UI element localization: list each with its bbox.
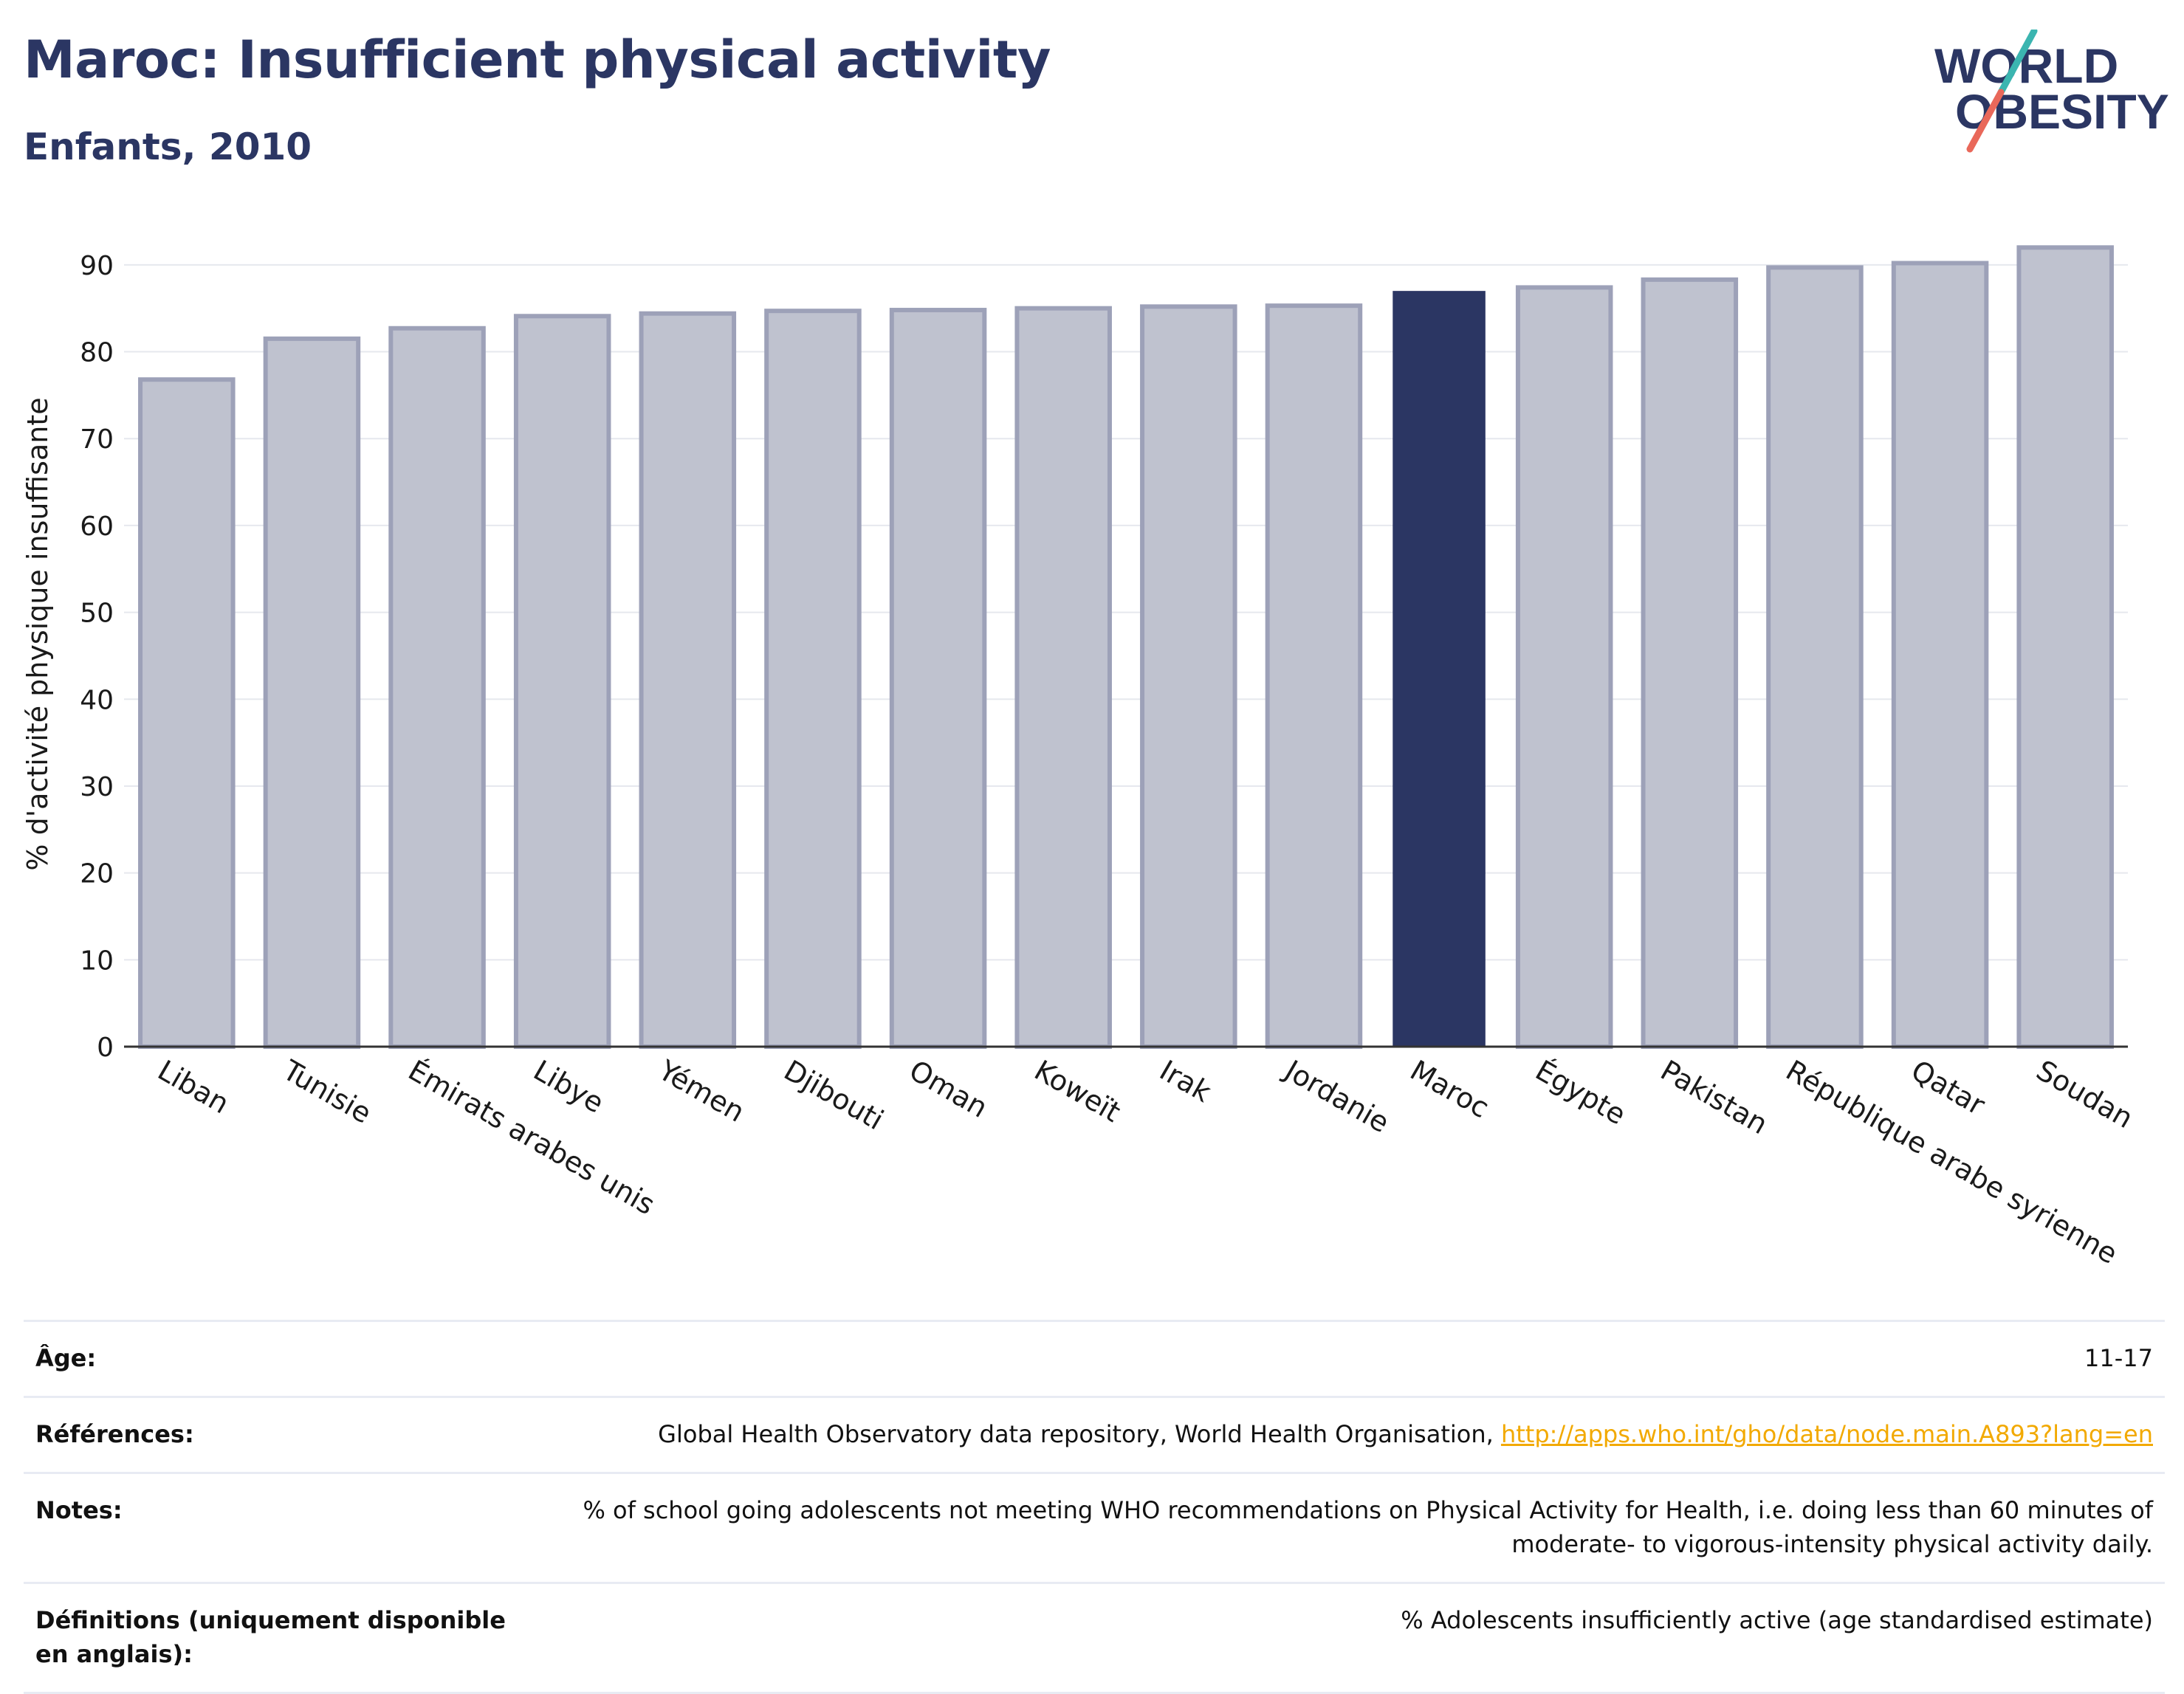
chart-title: Maroc: Insufficient physical activity [24, 30, 1051, 90]
info-row-notes: Notes: % of school going adolescents not… [24, 1472, 2165, 1582]
x-tick-label: Qatar [1906, 1054, 1991, 1122]
y-tick-label: 30 [80, 772, 114, 802]
y-tick-label: 80 [80, 338, 114, 368]
info-value: 11-17 [2084, 1344, 2153, 1372]
info-value: % Adolescents insufficiently active (age… [1401, 1606, 2153, 1634]
x-tick-label: Pakistan [1655, 1054, 1773, 1141]
y-tick-label: 60 [80, 512, 114, 542]
info-table: Âge: 11-17 Références: Global Health Obs… [24, 1320, 2165, 1694]
x-tick-label: Égypte [1530, 1054, 1631, 1132]
logo-slash-teal [1997, 27, 2038, 96]
x-tick-label: Tunisie [277, 1053, 377, 1130]
info-row-age: Âge: 11-17 [24, 1320, 2165, 1396]
bar-pakistan [1641, 277, 1739, 1050]
y-tick-label: 70 [80, 424, 114, 455]
reference-link[interactable]: http://apps.who.int/gho/data/node.main.A… [1500, 1420, 2153, 1448]
reference-text: Global Health Observatory data repositor… [658, 1420, 1501, 1448]
bar-émirats-arabes-unis [388, 326, 486, 1049]
info-label: Références: [35, 1420, 194, 1448]
y-tick-label: 10 [80, 946, 114, 976]
bar-liban [138, 377, 236, 1050]
x-tick-label: Jordanie [1278, 1053, 1395, 1140]
x-tick-label: Oman [904, 1054, 993, 1124]
info-label: Définitions (uniquement disponible en an… [35, 1606, 506, 1668]
info-value: Global Health Observatory data repositor… [538, 1417, 2153, 1451]
bar-yémen [639, 311, 737, 1050]
chart-subtitle: Enfants, 2010 [24, 125, 312, 168]
bar-maroc [1393, 291, 1486, 1047]
y-tick-label: 0 [97, 1033, 114, 1063]
x-tick-label: Maroc [1405, 1054, 1495, 1125]
x-tick-label: Soudan [2031, 1054, 2139, 1135]
bar-tunisie [263, 336, 361, 1050]
world-obesity-logo: WORLD OBESITY [1920, 27, 2171, 162]
logo-slash-red [1966, 89, 2005, 153]
bar-koweït [1014, 306, 1112, 1049]
x-tick-label: Yémen [653, 1053, 750, 1129]
y-tick-label: 50 [80, 599, 114, 629]
y-axis-title: % d'activité physique insuffisante [21, 397, 54, 870]
bar-irak [1140, 304, 1237, 1050]
bar-égypte [1515, 285, 1613, 1050]
y-tick-labels: 0 10 20 30 40 50 60 70 80 90 [80, 251, 114, 1063]
bars [138, 245, 2114, 1050]
bar-djibouti [764, 309, 862, 1050]
info-label: Notes: [35, 1496, 123, 1524]
info-row-references: Références: Global Health Observatory da… [24, 1396, 2165, 1472]
bar-jordanie [1265, 303, 1363, 1049]
x-tick-label: Djibouti [778, 1054, 889, 1137]
bar-oman [889, 308, 987, 1049]
bar-soudan [2016, 245, 2114, 1049]
x-tick-label: Liban [152, 1054, 234, 1120]
bar-qatar [1891, 261, 1989, 1050]
y-tick-label: 20 [80, 859, 114, 889]
info-row-definitions: Définitions (uniquement disponible en an… [24, 1582, 2165, 1694]
info-label: Âge: [35, 1344, 97, 1372]
y-tick-label: 90 [80, 251, 114, 281]
bar-libye [513, 314, 611, 1049]
x-tick-label: Irak [1154, 1054, 1216, 1109]
info-value: % of school going adolescents not meetin… [583, 1496, 2153, 1558]
bar-république-arabe-syrienne [1766, 265, 1864, 1049]
x-tick-label: Libye [528, 1054, 609, 1120]
x-tick-label: Koweït [1029, 1054, 1126, 1129]
y-tick-label: 40 [80, 685, 114, 715]
